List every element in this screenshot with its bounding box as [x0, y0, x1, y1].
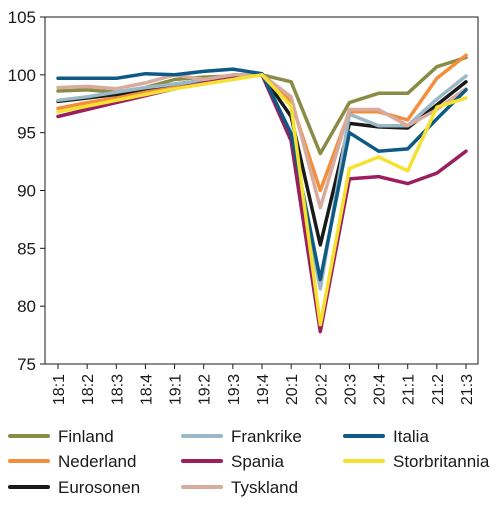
- legend-item-finland: Finland: [8, 427, 114, 446]
- legend-label: Nederland: [58, 452, 136, 471]
- plot-frame: [44, 16, 479, 365]
- y-tick-label: 95: [17, 124, 36, 143]
- y-tick-label: 80: [17, 297, 36, 316]
- x-tick-label: 18:3: [109, 374, 126, 405]
- x-tick-label: 18:2: [80, 374, 97, 405]
- x-tick-label: 21:1: [401, 374, 418, 405]
- x-tick-label: 21:2: [430, 374, 447, 405]
- x-tick-label: 19:3: [226, 374, 243, 405]
- x-tick-label: 20:2: [313, 374, 330, 405]
- x-tick-label: 19:1: [168, 374, 185, 405]
- x-tick-label: 18:4: [138, 374, 155, 405]
- y-tick-label: 105: [8, 8, 36, 27]
- series-line-spania: [56, 73, 468, 334]
- series-lines: [56, 53, 468, 334]
- x-tick-label: 20:3: [342, 374, 359, 405]
- legend-label: Eurosonen: [58, 478, 140, 497]
- x-tick-label: 19:4: [255, 374, 272, 405]
- x-tick-label: 18:1: [51, 374, 68, 405]
- legend: Finland Nederland Eurosonen Frankrike Spania…: [8, 427, 490, 497]
- legend-label: Finland: [58, 427, 114, 446]
- legend-label: Frankrike: [231, 427, 302, 446]
- series-line-storbritannia: [56, 73, 468, 327]
- x-tick-label: 19:2: [197, 374, 214, 405]
- axes: 75 80 85 90 95 100 105 18:1 18:2 18:3 18:4 19:1 19:2…: [8, 8, 479, 405]
- y-tick-label: 75: [17, 355, 36, 374]
- legend-label: Italia: [393, 427, 429, 446]
- series-line-finland: [56, 55, 468, 156]
- legend-item-tyskland: Tyskland: [181, 478, 298, 497]
- legend-item-storbritannia: Storbritannia: [343, 452, 490, 471]
- legend-item-italia: Italia: [343, 427, 429, 446]
- y-tick-label: 85: [17, 239, 36, 258]
- legend-item-spania: Spania: [181, 452, 284, 471]
- legend-item-frankrike: Frankrike: [181, 427, 302, 446]
- y-tick-label: 90: [17, 182, 36, 201]
- legend-label: Spania: [231, 452, 284, 471]
- legend-label: Storbritannia: [393, 452, 490, 471]
- x-tick-label: 20:4: [372, 374, 389, 405]
- x-tick-label: 21:3: [459, 374, 476, 405]
- x-tick-label: 20:1: [284, 374, 301, 405]
- legend-item-eurosonen: Eurosonen: [8, 478, 140, 497]
- legend-item-nederland: Nederland: [8, 452, 136, 471]
- legend-label: Tyskland: [231, 478, 298, 497]
- y-tick-label: 100: [8, 66, 36, 85]
